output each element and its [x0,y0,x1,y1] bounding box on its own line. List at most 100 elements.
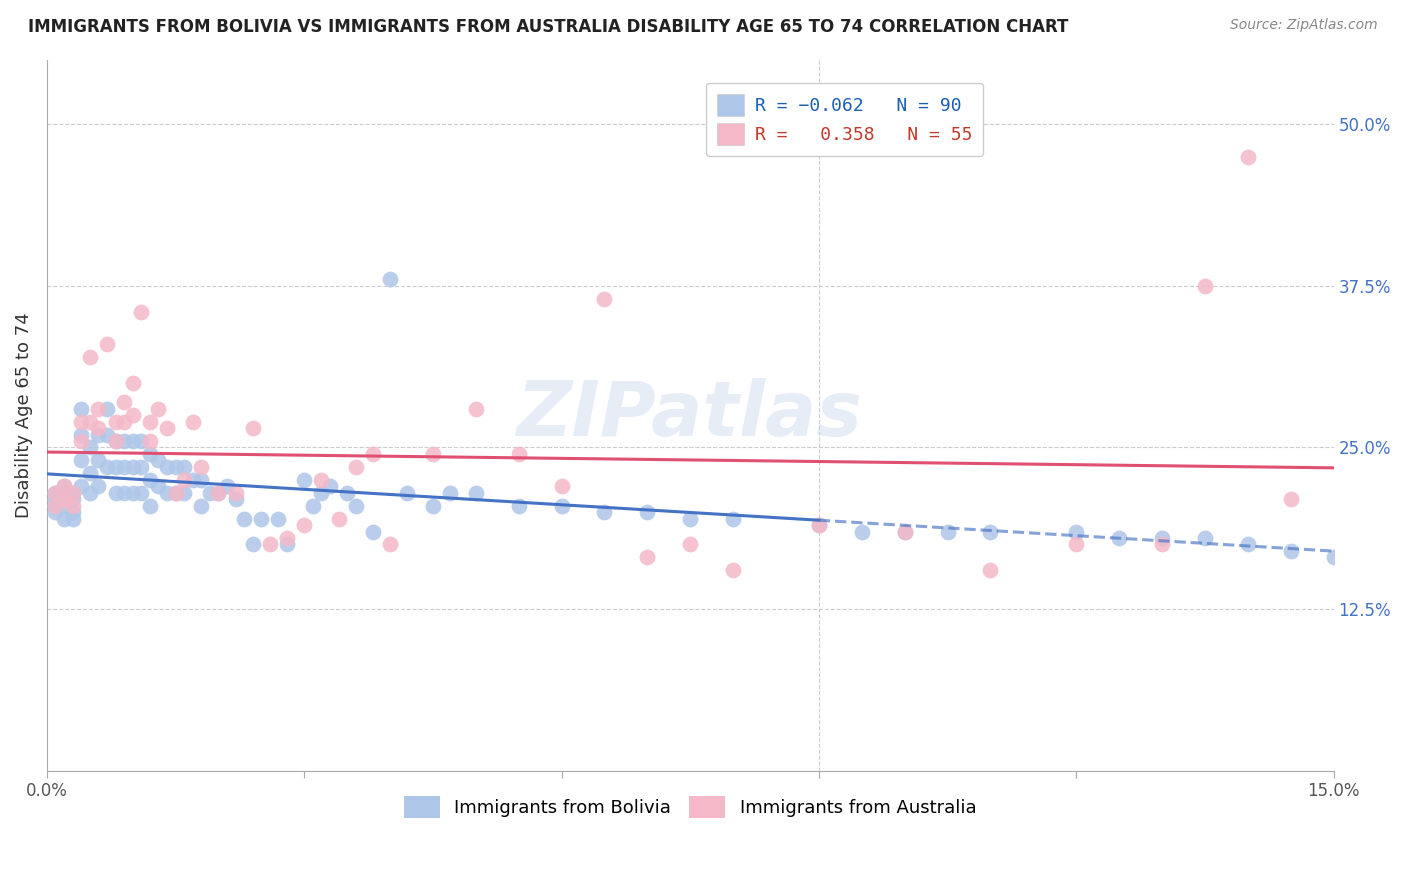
Point [190,473,212,487]
Point [79,467,101,481]
Point [1108,531,1130,545]
Point [508,499,530,513]
Point [636,550,658,565]
Point [979,524,1001,539]
Point [1236,150,1258,164]
Point [165,459,187,474]
Point [96,459,118,474]
Point [44,492,66,507]
Point [53,511,76,525]
Point [439,485,461,500]
Point [96,427,118,442]
Point [79,415,101,429]
Point [139,434,162,448]
Point [104,415,127,429]
Point [44,485,66,500]
Point [129,459,152,474]
Point [129,485,152,500]
Point [53,479,76,493]
Point [165,485,187,500]
Point [156,459,179,474]
Point [44,499,66,513]
Point [267,511,290,525]
Point [893,524,915,539]
Point [156,421,179,435]
Point [70,453,93,467]
Point [62,485,84,500]
Point [112,415,135,429]
Point [636,505,658,519]
Point [139,499,162,513]
Point [121,376,143,390]
Point [87,479,110,493]
Point [79,350,101,364]
Point [1279,492,1302,507]
Point [70,427,93,442]
Point [1150,531,1173,545]
Point [104,434,127,448]
Point [190,499,212,513]
Point [62,511,84,525]
Point [215,479,238,493]
Point [207,485,229,500]
Point [361,524,384,539]
Point [378,272,401,286]
Point [112,485,135,500]
Point [550,479,572,493]
Point [129,434,152,448]
Point [190,459,212,474]
Point [361,447,384,461]
Point [422,499,444,513]
Point [807,518,830,533]
Point [292,518,315,533]
Point [173,473,195,487]
Point [62,492,84,507]
Point [1194,531,1216,545]
Point [156,485,179,500]
Point [225,492,247,507]
Point [328,511,350,525]
Point [148,479,170,493]
Text: IMMIGRANTS FROM BOLIVIA VS IMMIGRANTS FROM AUSTRALIA DISABILITY AGE 65 TO 74 COR: IMMIGRANTS FROM BOLIVIA VS IMMIGRANTS FR… [28,18,1069,36]
Point [893,524,915,539]
Point [1194,278,1216,293]
Point [1279,544,1302,558]
Point [87,453,110,467]
Point [70,401,93,416]
Point [593,505,616,519]
Point [292,473,315,487]
Point [311,485,333,500]
Point [276,531,298,545]
Point [148,401,170,416]
Point [1150,537,1173,551]
Point [44,499,66,513]
Point [233,511,256,525]
Point [139,447,162,461]
Point [79,485,101,500]
Point [62,505,84,519]
Point [181,473,204,487]
Point [70,415,93,429]
Point [198,485,221,500]
Point [396,485,419,500]
Point [112,395,135,409]
Point [121,459,143,474]
Point [181,415,204,429]
Point [44,485,66,500]
Point [807,518,830,533]
Point [139,473,162,487]
Legend: Immigrants from Bolivia, Immigrants from Australia: Immigrants from Bolivia, Immigrants from… [396,789,984,826]
Text: Source: ZipAtlas.com: Source: ZipAtlas.com [1230,18,1378,32]
Point [593,292,616,306]
Point [464,485,486,500]
Point [62,499,84,513]
Point [62,485,84,500]
Point [259,537,281,551]
Point [70,479,93,493]
Point [112,459,135,474]
Point [242,537,264,551]
Point [242,421,264,435]
Point [851,524,873,539]
Point [173,459,195,474]
Point [87,421,110,435]
